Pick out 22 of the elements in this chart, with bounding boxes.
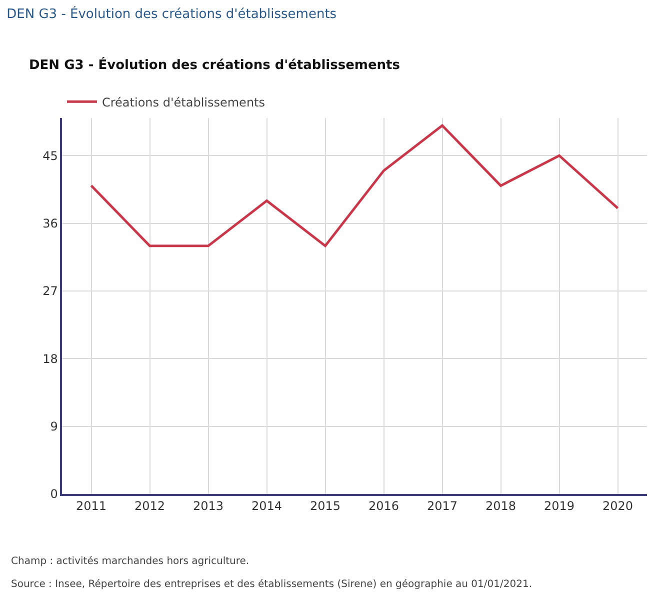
x-tick-label: 2018 [485,499,516,514]
y-tick-label: 9 [50,420,58,434]
x-tick-label: 2013 [192,499,224,514]
chart-subtitle: DEN G3 - Évolution des créations d'établissements [29,56,400,73]
y-tick-label: 18 [42,352,58,366]
y-tick-label: 45 [42,148,58,163]
text: Champ : activités marchandes hors agriculture. [11,556,250,567]
x-tick-label: 2016 [368,499,400,514]
x-tick-label: 2015 [310,499,341,514]
x-tick-label: 2014 [251,499,282,514]
legend-label: Créations d'établissements [102,95,266,110]
y-tick-label: 0 [50,487,58,502]
y-tick-label: 36 [42,216,58,230]
x-tick-label: 2019 [544,499,575,514]
chart-title: DEN G3 - Évolution des créations d'établissements [6,5,337,22]
x-tick-label: 2012 [134,499,166,514]
y-tick-label: 27 [42,284,58,298]
line-series [90,124,619,248]
x-tick-label: 2020 [602,499,634,514]
x-tick-label: 2017 [426,499,458,514]
source-note: Source : Insee, Répertoire des entreprises et des établissements (Sirene) en géographie au 01/01/2021. [11,579,532,590]
x-tick-label: 2011 [76,499,107,514]
